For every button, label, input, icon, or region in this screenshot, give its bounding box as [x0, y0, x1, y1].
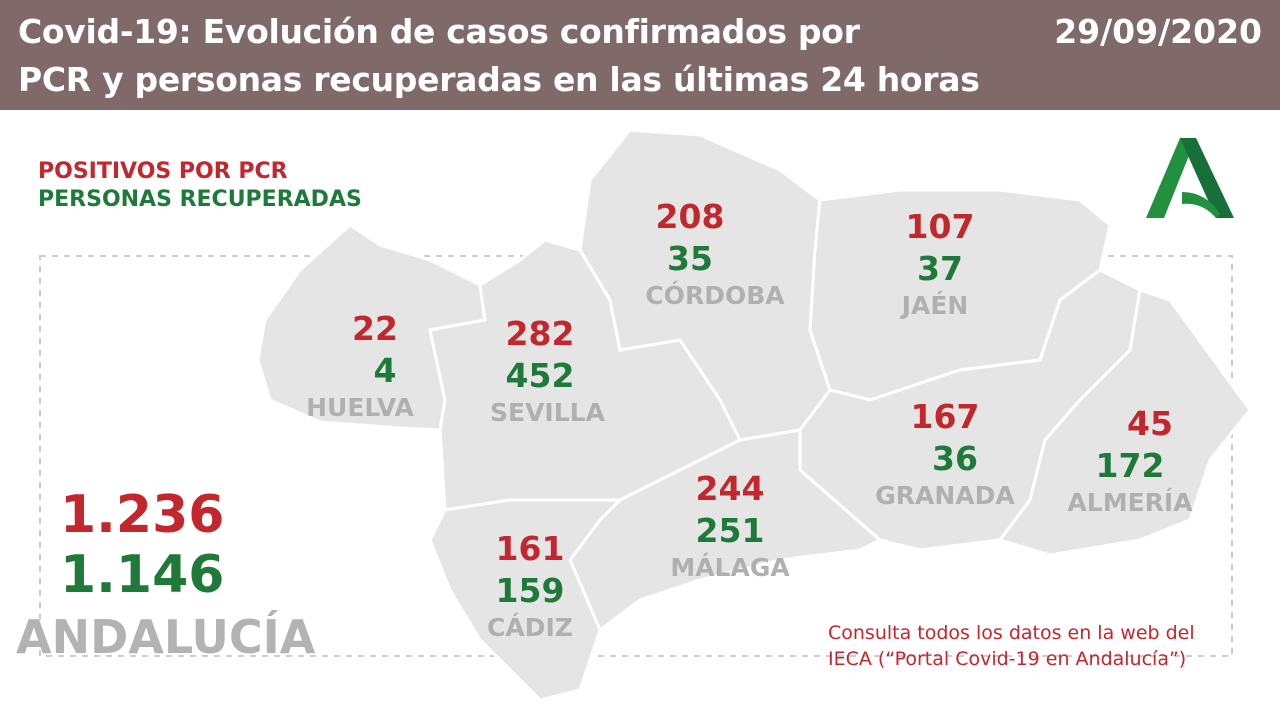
- province-label: HUELVA: [306, 393, 414, 422]
- province-label: JAÉN: [901, 291, 969, 320]
- province-jaen-stats: 107 37 JAÉN: [880, 206, 1000, 322]
- note-line-2: IECA (“Portal Covid-19 en Andalucía”): [828, 648, 1187, 670]
- dashed-frame: [39, 255, 1233, 657]
- date: 29/09/2020: [1054, 12, 1262, 51]
- province-huelva-stats: 22 4 HUELVA: [306, 308, 420, 424]
- province-label: CÓRDOBA: [645, 281, 785, 310]
- province-cadiz: [428, 498, 624, 702]
- province-almeria: [997, 288, 1252, 557]
- positives: 45: [1127, 404, 1173, 443]
- positives: 244: [695, 469, 765, 508]
- positives: 107: [905, 207, 975, 246]
- recovered: 35: [667, 239, 713, 278]
- total-stats: 1.236 1.146: [60, 485, 224, 605]
- province-almeria-stats: 45 172 ALMERÍA: [1060, 403, 1200, 519]
- recovered: 37: [917, 249, 963, 288]
- positives: 167: [910, 397, 980, 436]
- positives: 22: [352, 309, 398, 348]
- region-label: ANDALUCÍA: [16, 610, 316, 664]
- province-cadiz-stats: 161 159 CÁDIZ: [470, 528, 590, 644]
- province-label: SEVILLA: [490, 398, 605, 427]
- positives: 161: [495, 529, 565, 568]
- province-malaga-stats: 244 251 MÁLAGA: [660, 468, 800, 584]
- province-label: GRANADA: [875, 481, 1015, 510]
- recovered: 251: [695, 511, 765, 550]
- province-cordoba-stats: 208 35 CÓRDOBA: [640, 196, 790, 312]
- province-label: ALMERÍA: [1067, 488, 1193, 517]
- title-line-1: Covid-19: Evolución de casos confirmados…: [18, 12, 860, 51]
- province-label: CÁDIZ: [487, 613, 573, 642]
- note-line-1: Consulta todos los datos en la web del: [828, 622, 1195, 644]
- total-recovered: 1.146: [60, 545, 225, 605]
- recovered: 36: [932, 439, 978, 478]
- recovered: 4: [373, 351, 397, 390]
- recovered: 172: [1095, 446, 1165, 485]
- positives: 282: [505, 314, 575, 353]
- province-sevilla-stats: 282 452 SEVILLA: [480, 313, 605, 429]
- legend: POSITIVOS POR PCR PERSONAS RECUPERADAS: [38, 158, 362, 214]
- header: Covid-19: Evolución de casos confirmados…: [0, 0, 1280, 110]
- title-line-2: PCR y personas recuperadas en las última…: [18, 60, 980, 99]
- total-positives: 1.236: [60, 485, 225, 545]
- legend-positives: POSITIVOS POR PCR: [38, 159, 288, 184]
- junta-andalucia-logo: [1146, 138, 1234, 218]
- source-note: Consulta todos los datos en la web del I…: [828, 620, 1195, 672]
- page-title: Covid-19: Evolución de casos confirmados…: [18, 8, 980, 104]
- positives: 208: [655, 197, 725, 236]
- recovered: 452: [505, 356, 575, 395]
- province-granada-stats: 167 36 GRANADA: [870, 396, 1020, 512]
- recovered: 159: [495, 571, 565, 610]
- andalucia-map: [39, 128, 1252, 702]
- province-label: MÁLAGA: [670, 553, 790, 582]
- legend-recovered: PERSONAS RECUPERADAS: [38, 187, 362, 212]
